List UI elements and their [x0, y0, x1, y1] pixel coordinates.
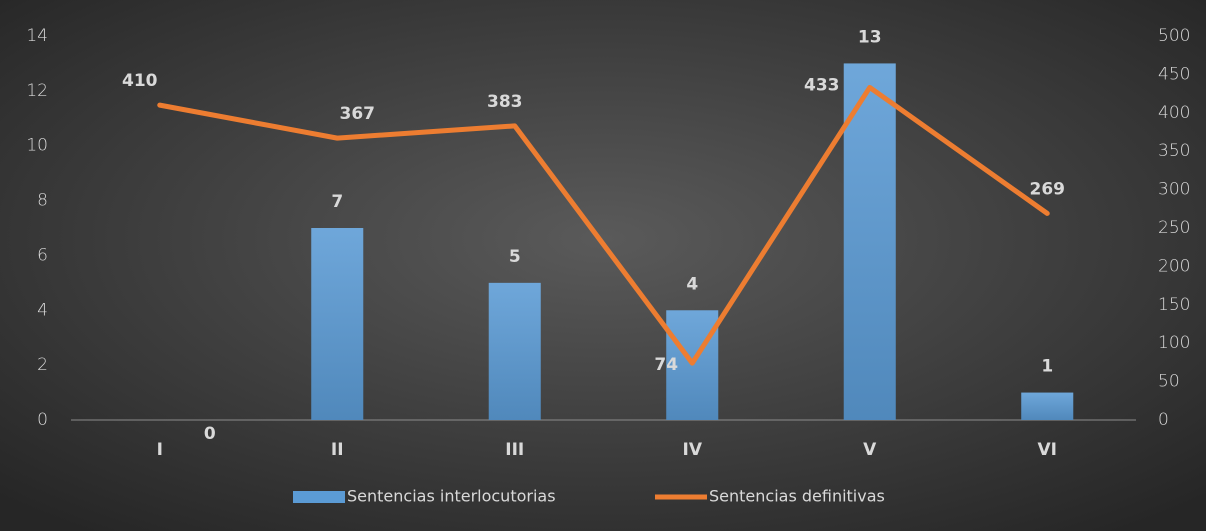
data-label: 1 [1041, 357, 1053, 377]
y-tick-label: 2 [37, 355, 48, 375]
data-label: 0 [204, 424, 216, 444]
y2-tick-label: 250 [1158, 218, 1190, 238]
x-tick-label: VI [1038, 440, 1057, 460]
data-label: 13 [858, 27, 882, 47]
x-tick-label: V [863, 440, 877, 460]
y2-tick-label: 50 [1158, 372, 1180, 392]
y2-tick-label: 500 [1158, 26, 1190, 46]
data-label: 7 [331, 192, 343, 212]
bar-shade [311, 228, 364, 420]
y2-tick-label: 0 [1158, 410, 1169, 430]
x-tick-label: II [331, 440, 344, 460]
y2-tick-label: 200 [1158, 256, 1190, 276]
data-label: 4 [686, 274, 698, 294]
y2-tick-label: 450 [1158, 64, 1190, 84]
data-label: 383 [487, 92, 523, 112]
y-tick-label: 6 [37, 245, 48, 265]
y2-tick-label: 100 [1158, 333, 1190, 353]
bar-shade [843, 63, 896, 421]
y2-tick-label: 150 [1158, 295, 1190, 315]
data-label: 5 [509, 247, 521, 267]
legend-swatch [293, 491, 345, 503]
bar-shade [1021, 392, 1074, 420]
legend-label: Sentencias interlocutorias [347, 487, 556, 506]
x-tick-label: IV [683, 440, 703, 460]
legend-label: Sentencias definitivas [709, 487, 885, 506]
data-label: 410 [122, 71, 158, 91]
x-tick-label: III [505, 440, 524, 460]
data-label: 74 [654, 355, 678, 375]
data-label: 367 [340, 104, 376, 124]
bar-shade [488, 282, 541, 420]
y2-tick-label: 350 [1158, 141, 1190, 161]
y-tick-label: 10 [26, 136, 48, 156]
data-label: 433 [804, 75, 840, 95]
y-tick-label: 0 [37, 410, 48, 430]
line [157, 84, 1050, 366]
y-tick-label: 4 [37, 300, 48, 320]
y-tick-label: 12 [26, 81, 48, 101]
y2-tick-label: 300 [1158, 180, 1190, 200]
y2-tick-label: 400 [1158, 103, 1190, 123]
x-tick-label: I [157, 440, 163, 460]
y-tick-label: 8 [37, 191, 48, 211]
y-tick-label: 14 [26, 26, 48, 46]
data-label: 269 [1030, 179, 1066, 199]
